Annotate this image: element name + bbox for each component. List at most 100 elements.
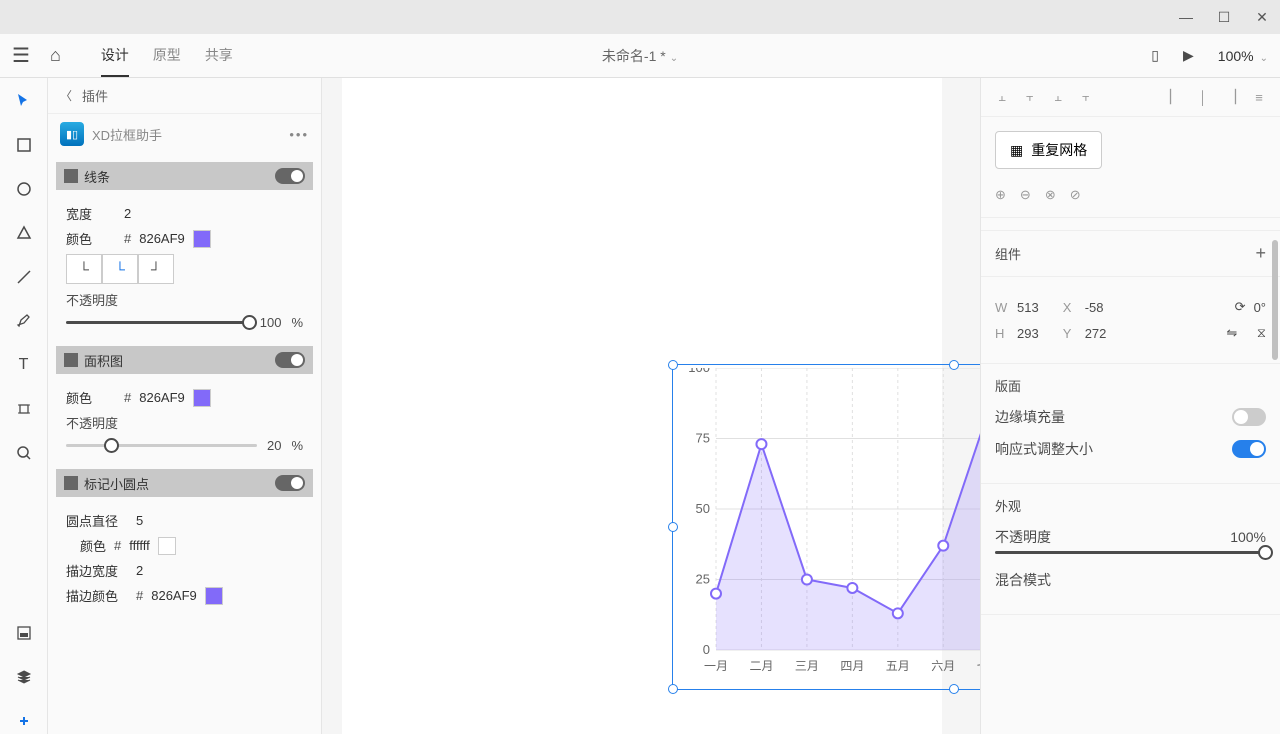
align-right-icon[interactable]: ▕ <box>1222 88 1240 106</box>
responsive-toggle[interactable] <box>1232 440 1266 458</box>
align-center-icon[interactable]: │ <box>1194 88 1212 106</box>
flip-h-icon[interactable]: ⇋ <box>1226 325 1237 341</box>
component-section: 组件 + <box>981 231 1280 277</box>
area-toggle[interactable] <box>275 352 305 368</box>
menu-icon[interactable]: ☰ <box>12 43 30 68</box>
color-swatch[interactable] <box>193 230 211 248</box>
align-left-icon[interactable]: ▏ <box>1166 88 1184 106</box>
select-tool[interactable] <box>11 88 37 114</box>
rotate-icon[interactable]: ⟳ <box>1235 299 1246 315</box>
collapse-icon[interactable] <box>64 353 78 367</box>
left-panel: 〈 插件 ▮▯ XD拉框助手 ••• 线条 宽度2 颜色#826AF9 └ └ … <box>48 78 322 734</box>
opacity-label: 不透明度 <box>995 527 1051 547</box>
document-title[interactable]: 未命名-1 *⌄ <box>602 46 678 66</box>
component-label: 组件 <box>995 244 1021 263</box>
color-label: 颜色 <box>66 536 106 555</box>
layout-label: 版面 <box>995 376 1021 395</box>
step-after-button[interactable]: ┘ <box>138 254 174 284</box>
opacity-slider[interactable] <box>995 551 1266 554</box>
canvas[interactable]: 0255075100一月二月三月四月五月六月七月八月九月十月十一月十二月 <box>322 78 980 734</box>
exclude-icon[interactable]: ⊘ <box>1070 187 1081 203</box>
panel-body: 线条 宽度2 颜色#826AF9 └ └ ┘ 不透明度 100% 面积图 颜色#… <box>48 154 321 734</box>
sel-handle-sw[interactable] <box>668 684 678 694</box>
play-icon[interactable]: ▶ <box>1183 47 1194 64</box>
align-bottom-icon[interactable]: ⫟ <box>1077 88 1095 106</box>
assets-icon[interactable] <box>11 620 37 646</box>
topbar: ☰ ⌂ 设计 原型 共享 未命名-1 *⌄ ▯ ▶ 100%⌄ <box>0 34 1280 78</box>
sel-handle-w[interactable] <box>668 522 678 532</box>
sel-handle-s[interactable] <box>949 684 959 694</box>
chevron-down-icon: ⌄ <box>670 53 678 64</box>
align-right-icon[interactable]: ≡ <box>1250 88 1268 106</box>
color-value[interactable]: ffffff <box>129 538 150 553</box>
plugins-icon[interactable] <box>11 708 37 734</box>
color-swatch[interactable] <box>205 587 223 605</box>
color-value[interactable]: 826AF9 <box>139 231 185 246</box>
add-component-button[interactable]: + <box>1255 243 1266 264</box>
radius-value[interactable]: 5 <box>136 513 143 528</box>
align-top-icon[interactable]: ⫠ <box>993 88 1011 106</box>
area-opacity-slider[interactable]: 20% <box>66 438 303 453</box>
color-swatch[interactable] <box>158 537 176 555</box>
rotation-field[interactable]: 0° <box>1254 300 1266 315</box>
intersect-icon[interactable]: ⊗ <box>1045 187 1056 203</box>
step-mid-button[interactable]: └ <box>102 254 138 284</box>
y-field[interactable]: 272 <box>1085 326 1107 341</box>
text-tool[interactable]: T <box>11 352 37 378</box>
ellipse-tool[interactable] <box>11 176 37 202</box>
more-icon[interactable]: ••• <box>289 127 309 142</box>
width-field[interactable]: 513 <box>1017 300 1039 315</box>
titlebar: — ☐ ✕ <box>0 0 1280 34</box>
artboard-tool[interactable] <box>11 396 37 422</box>
opacity-label: 不透明度 <box>66 413 118 432</box>
line-tool[interactable] <box>11 264 37 290</box>
stroke-value[interactable]: 2 <box>136 563 143 578</box>
chevron-down-icon: ⌄ <box>1260 53 1268 64</box>
width-label: 宽度 <box>66 204 116 223</box>
maximize-button[interactable]: ☐ <box>1214 9 1234 26</box>
collapse-icon[interactable] <box>64 169 78 183</box>
sel-handle-nw[interactable] <box>668 360 678 370</box>
tool-column: T <box>0 78 48 734</box>
layers-icon[interactable] <box>11 664 37 690</box>
height-field[interactable]: 293 <box>1017 326 1039 341</box>
selection-bounds <box>672 364 980 690</box>
color-swatch[interactable] <box>193 389 211 407</box>
tab-prototype[interactable]: 原型 <box>153 35 181 77</box>
tab-design[interactable]: 设计 <box>101 35 129 77</box>
x-field[interactable]: -58 <box>1085 300 1104 315</box>
home-icon[interactable]: ⌂ <box>50 45 61 66</box>
line-toggle[interactable] <box>275 168 305 184</box>
repeat-grid-button[interactable]: ▦重复网格 <box>995 131 1102 169</box>
line-opacity-slider[interactable]: 100% <box>66 315 303 330</box>
color-value[interactable]: 826AF9 <box>139 390 185 405</box>
layout-section: 版面 边缘填充量 响应式调整大小 <box>981 364 1280 484</box>
sel-handle-n[interactable] <box>949 360 959 370</box>
padding-toggle[interactable] <box>1232 408 1266 426</box>
tab-share[interactable]: 共享 <box>205 35 233 77</box>
rectangle-tool[interactable] <box>11 132 37 158</box>
flip-v-icon[interactable]: ⧖ <box>1257 325 1266 341</box>
polygon-tool[interactable] <box>11 220 37 246</box>
section-title: 线条 <box>84 167 110 186</box>
width-value[interactable]: 2 <box>124 206 131 221</box>
line-style-group: └ └ ┘ <box>66 254 303 284</box>
subtract-icon[interactable]: ⊖ <box>1020 187 1031 203</box>
back-icon[interactable]: 〈 <box>60 87 72 104</box>
opacity-value[interactable]: 100% <box>1230 529 1266 545</box>
zoom-tool[interactable] <box>11 440 37 466</box>
align-middle-icon[interactable]: ⫟ <box>1021 88 1039 106</box>
collapse-icon[interactable] <box>64 476 78 490</box>
close-button[interactable]: ✕ <box>1252 9 1272 26</box>
marker-toggle[interactable] <box>275 475 305 491</box>
mode-tabs: 设计 原型 共享 <box>101 35 233 77</box>
plugin-icon: ▮▯ <box>60 122 84 146</box>
zoom-level[interactable]: 100%⌄ <box>1218 48 1268 64</box>
align-bottom-icon[interactable]: ⫠ <box>1049 88 1067 106</box>
minimize-button[interactable]: — <box>1176 9 1196 25</box>
pen-tool[interactable] <box>11 308 37 334</box>
add-icon[interactable]: ⊕ <box>995 187 1006 203</box>
step-before-button[interactable]: └ <box>66 254 102 284</box>
device-preview-icon[interactable]: ▯ <box>1151 47 1159 64</box>
stroke-color-value[interactable]: 826AF9 <box>151 588 197 603</box>
